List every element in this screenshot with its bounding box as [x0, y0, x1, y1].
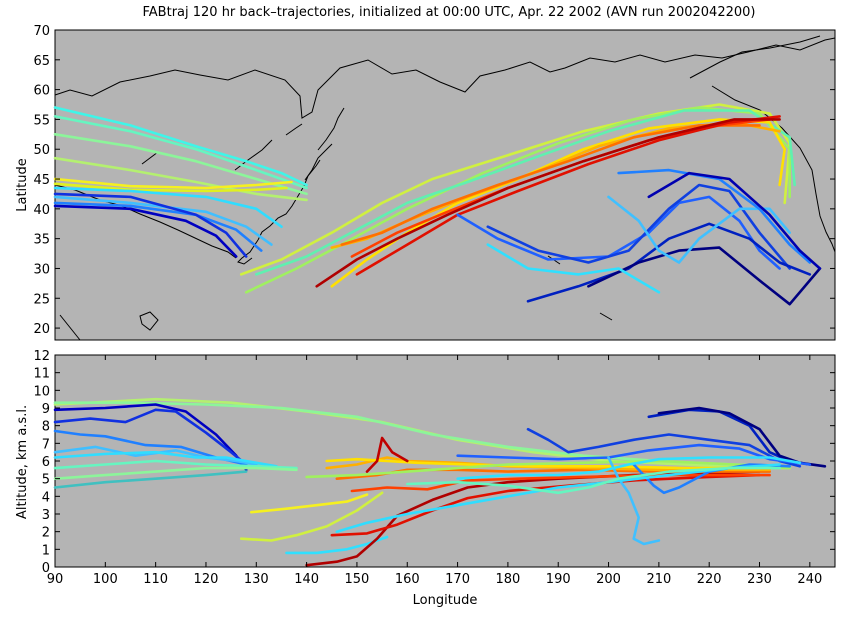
- altitude-trajectory-7: [53, 459, 298, 470]
- map-trajectory-18: [355, 115, 781, 276]
- altitude-ytick-label: 6: [42, 455, 50, 470]
- altitude-ytick-label: 3: [42, 508, 50, 523]
- map-ytick-label: 45: [33, 173, 50, 188]
- map-ytick-label: 25: [33, 292, 50, 307]
- map-trajectory-6: [53, 186, 283, 228]
- altitude-ytick-label: 12: [33, 349, 50, 364]
- altitude-xtick-label: 100: [93, 572, 118, 587]
- map-y-axis-label: Latitude: [15, 158, 30, 212]
- altitude-xtick-label: 240: [797, 572, 822, 587]
- map-trajectories: [53, 103, 822, 306]
- altitude-ytick-label: 10: [33, 384, 50, 399]
- altitude-xtick-label: 130: [244, 572, 269, 587]
- altitude-trajectory-20: [305, 459, 792, 479]
- altitude-x-ticks: 90 100 110 120 130 140 150 160 170 180 190 200 210 22…: [47, 355, 822, 587]
- map-panel: 20 25 30 35 40 45 50 55 60 65 70 Latitude: [15, 24, 836, 341]
- altitude-xtick-label: 90: [47, 572, 64, 587]
- altitude-trajectory-24: [456, 443, 812, 466]
- altitude-y-axis-label: Altitude, km a.s.l.: [15, 405, 30, 519]
- map-ytick-label: 65: [33, 54, 50, 69]
- altitude-ytick-label: 5: [42, 473, 50, 488]
- map-trajectory-10: [53, 204, 238, 258]
- altitude-trajectory-5: [53, 445, 258, 466]
- chart-title: FABtraj 120 hr back–trajectories, initia…: [143, 5, 756, 20]
- altitude-xtick-label: 200: [596, 572, 621, 587]
- map-trajectory-16: [340, 124, 761, 246]
- map-plot-area: [54, 29, 836, 341]
- map-trajectory-7: [53, 195, 273, 246]
- map-trajectory-20: [456, 195, 781, 270]
- altitude-trajectory-19: [365, 436, 409, 473]
- altitude-trajectory-29: [405, 466, 781, 495]
- altitude-trajectories: [53, 397, 827, 567]
- altitude-xtick-label: 190: [546, 572, 571, 587]
- altitude-trajectory-6: [53, 450, 278, 468]
- map-trajectory-19: [315, 118, 781, 288]
- altitude-ytick-label: 8: [42, 420, 50, 435]
- altitude-x-axis-label: Longitude: [413, 593, 478, 608]
- altitude-xtick-label: 120: [194, 572, 219, 587]
- map-trajectory-5: [53, 182, 288, 193]
- map-trajectory-21: [486, 183, 792, 270]
- map-trajectory-0: [53, 106, 308, 187]
- altitude-trajectory-18: [325, 457, 761, 470]
- map-ytick-label: 30: [33, 262, 50, 277]
- altitude-xtick-label: 170: [445, 572, 470, 587]
- altitude-trajectory-27: [456, 456, 802, 481]
- map-trajectory-27: [647, 171, 822, 270]
- map-ytick-label: 40: [33, 203, 50, 218]
- altitude-xtick-label: 110: [143, 572, 168, 587]
- map-trajectory-25: [486, 243, 661, 294]
- map-trajectory-3: [53, 156, 308, 202]
- map-y-ticks: 20 25 30 35 40 45 50 55 60 65 70: [33, 24, 835, 337]
- altitude-ytick-label: 11: [33, 367, 50, 382]
- coastline-outline: [54, 35, 836, 341]
- altitude-ytick-label: 9: [42, 402, 50, 417]
- altitude-trajectory-15: [350, 473, 771, 493]
- altitude-ytick-label: 0: [42, 561, 50, 576]
- map-ytick-label: 55: [33, 113, 50, 128]
- map-trajectory-26: [617, 168, 812, 264]
- altitude-xtick-label: 160: [395, 572, 420, 587]
- altitude-ytick-label: 7: [42, 437, 50, 452]
- altitude-trajectory-10: [250, 493, 369, 514]
- map-ytick-label: 20: [33, 322, 50, 337]
- map-trajectory-22: [526, 222, 812, 303]
- map-trajectory-1: [53, 115, 308, 190]
- altitude-xtick-label: 180: [495, 572, 520, 587]
- altitude-plot-area: [54, 354, 836, 568]
- altitude-ytick-label: 4: [42, 490, 50, 505]
- altitude-ytick-label: 2: [42, 526, 50, 541]
- map-ytick-label: 70: [33, 24, 50, 39]
- altitude-trajectory-9: [53, 470, 248, 489]
- altitude-xtick-label: 220: [697, 572, 722, 587]
- map-trajectory-4: [53, 177, 293, 190]
- map-trajectory-23: [587, 246, 822, 306]
- altitude-ytick-label: 1: [42, 543, 50, 558]
- altitude-trajectory-3: [53, 408, 248, 466]
- map-ytick-label: 50: [33, 143, 50, 158]
- altitude-xtick-label: 150: [345, 572, 370, 587]
- altitude-trajectory-14: [330, 473, 761, 537]
- altitude-trajectory-21: [526, 427, 802, 468]
- map-ytick-label: 35: [33, 233, 50, 248]
- map-ytick-label: 60: [33, 84, 50, 99]
- altitude-xtick-label: 140: [294, 572, 319, 587]
- altitude-trajectory-28: [335, 463, 781, 534]
- altitude-xtick-label: 230: [747, 572, 772, 587]
- map-trajectory-9: [53, 192, 248, 258]
- altitude-trajectory-8: [53, 466, 298, 481]
- altitude-xtick-label: 210: [646, 572, 671, 587]
- altitude-trajectory-11: [239, 491, 384, 542]
